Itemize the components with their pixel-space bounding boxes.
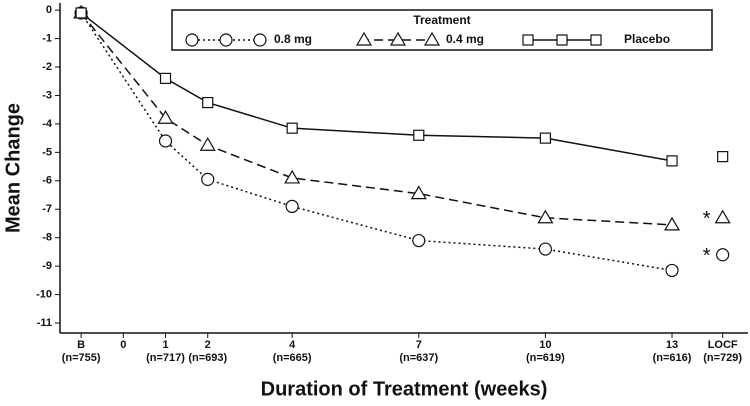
legend-title: Treatment	[413, 13, 470, 27]
marker	[665, 263, 679, 278]
sample-size-label: (n=717)	[146, 352, 185, 364]
x-tick-label: 2	[205, 339, 211, 351]
y-tick-label: -6	[42, 175, 52, 187]
y-tick-label: -2	[42, 61, 52, 73]
marker	[157, 110, 174, 124]
marker	[285, 199, 299, 214]
marker	[389, 31, 407, 46]
x-tick-label: 0	[120, 339, 126, 351]
marker	[412, 233, 426, 248]
x-tick-label: 7	[416, 339, 422, 351]
marker	[286, 122, 298, 134]
sample-size-label: (n=693)	[188, 352, 227, 364]
marker	[219, 33, 233, 47]
marker	[537, 209, 554, 224]
marker	[158, 134, 173, 148]
marker	[539, 132, 551, 144]
marker	[75, 7, 87, 19]
marker	[185, 33, 199, 47]
legend-label: 0.4 mg	[446, 32, 484, 46]
annotation: *	[703, 208, 711, 230]
marker	[666, 155, 678, 167]
marker	[199, 137, 216, 151]
x-tick-label: 10	[539, 339, 551, 351]
marker	[522, 34, 534, 46]
marker	[355, 31, 373, 46]
y-tick-label: -9	[42, 260, 52, 272]
annotation: *	[703, 245, 711, 267]
marker	[538, 242, 552, 256]
marker	[159, 72, 172, 84]
y-tick-label: -8	[42, 232, 52, 244]
sample-size-label: (n=729)	[703, 352, 742, 364]
legend-label: 0.8 mg	[274, 32, 312, 46]
marker	[716, 248, 730, 262]
x-tick-label: 4	[289, 339, 296, 351]
y-tick-label: -3	[42, 89, 52, 101]
x-axis-title: Duration of Treatment (weeks)	[261, 378, 548, 400]
y-tick-label: 0	[46, 4, 52, 16]
x-tick-label: 1	[162, 339, 168, 351]
y-tick-label: -1	[42, 32, 52, 44]
x-tick-label: B	[77, 339, 85, 351]
sample-size-label: (n=637)	[399, 352, 438, 364]
sample-size-label: (n=665)	[273, 352, 312, 364]
sample-size-label: (n=755)	[62, 352, 101, 364]
marker	[253, 33, 267, 47]
marker	[413, 129, 425, 141]
marker	[284, 169, 301, 184]
y-axis-title: Mean Change	[2, 103, 24, 233]
y-tick-label: -4	[42, 118, 53, 130]
y-tick-label: -11	[37, 317, 52, 329]
y-tick-label: -5	[42, 146, 52, 158]
sample-size-label: (n=619)	[526, 352, 565, 364]
sample-size-label: (n=616)	[653, 352, 692, 364]
marker	[590, 34, 602, 46]
y-tick-label: -7	[42, 203, 52, 215]
marker	[201, 172, 215, 186]
y-tick-label: -10	[36, 289, 52, 301]
marker	[714, 209, 731, 224]
x-tick-label: 13	[666, 339, 678, 351]
marker	[556, 34, 568, 46]
marker	[202, 96, 214, 109]
legend-label: Placebo	[624, 32, 670, 46]
marker	[410, 185, 427, 200]
marker	[717, 151, 729, 163]
marker	[663, 216, 681, 231]
marker	[423, 31, 441, 46]
x-tick-label: LOCF	[708, 339, 738, 351]
